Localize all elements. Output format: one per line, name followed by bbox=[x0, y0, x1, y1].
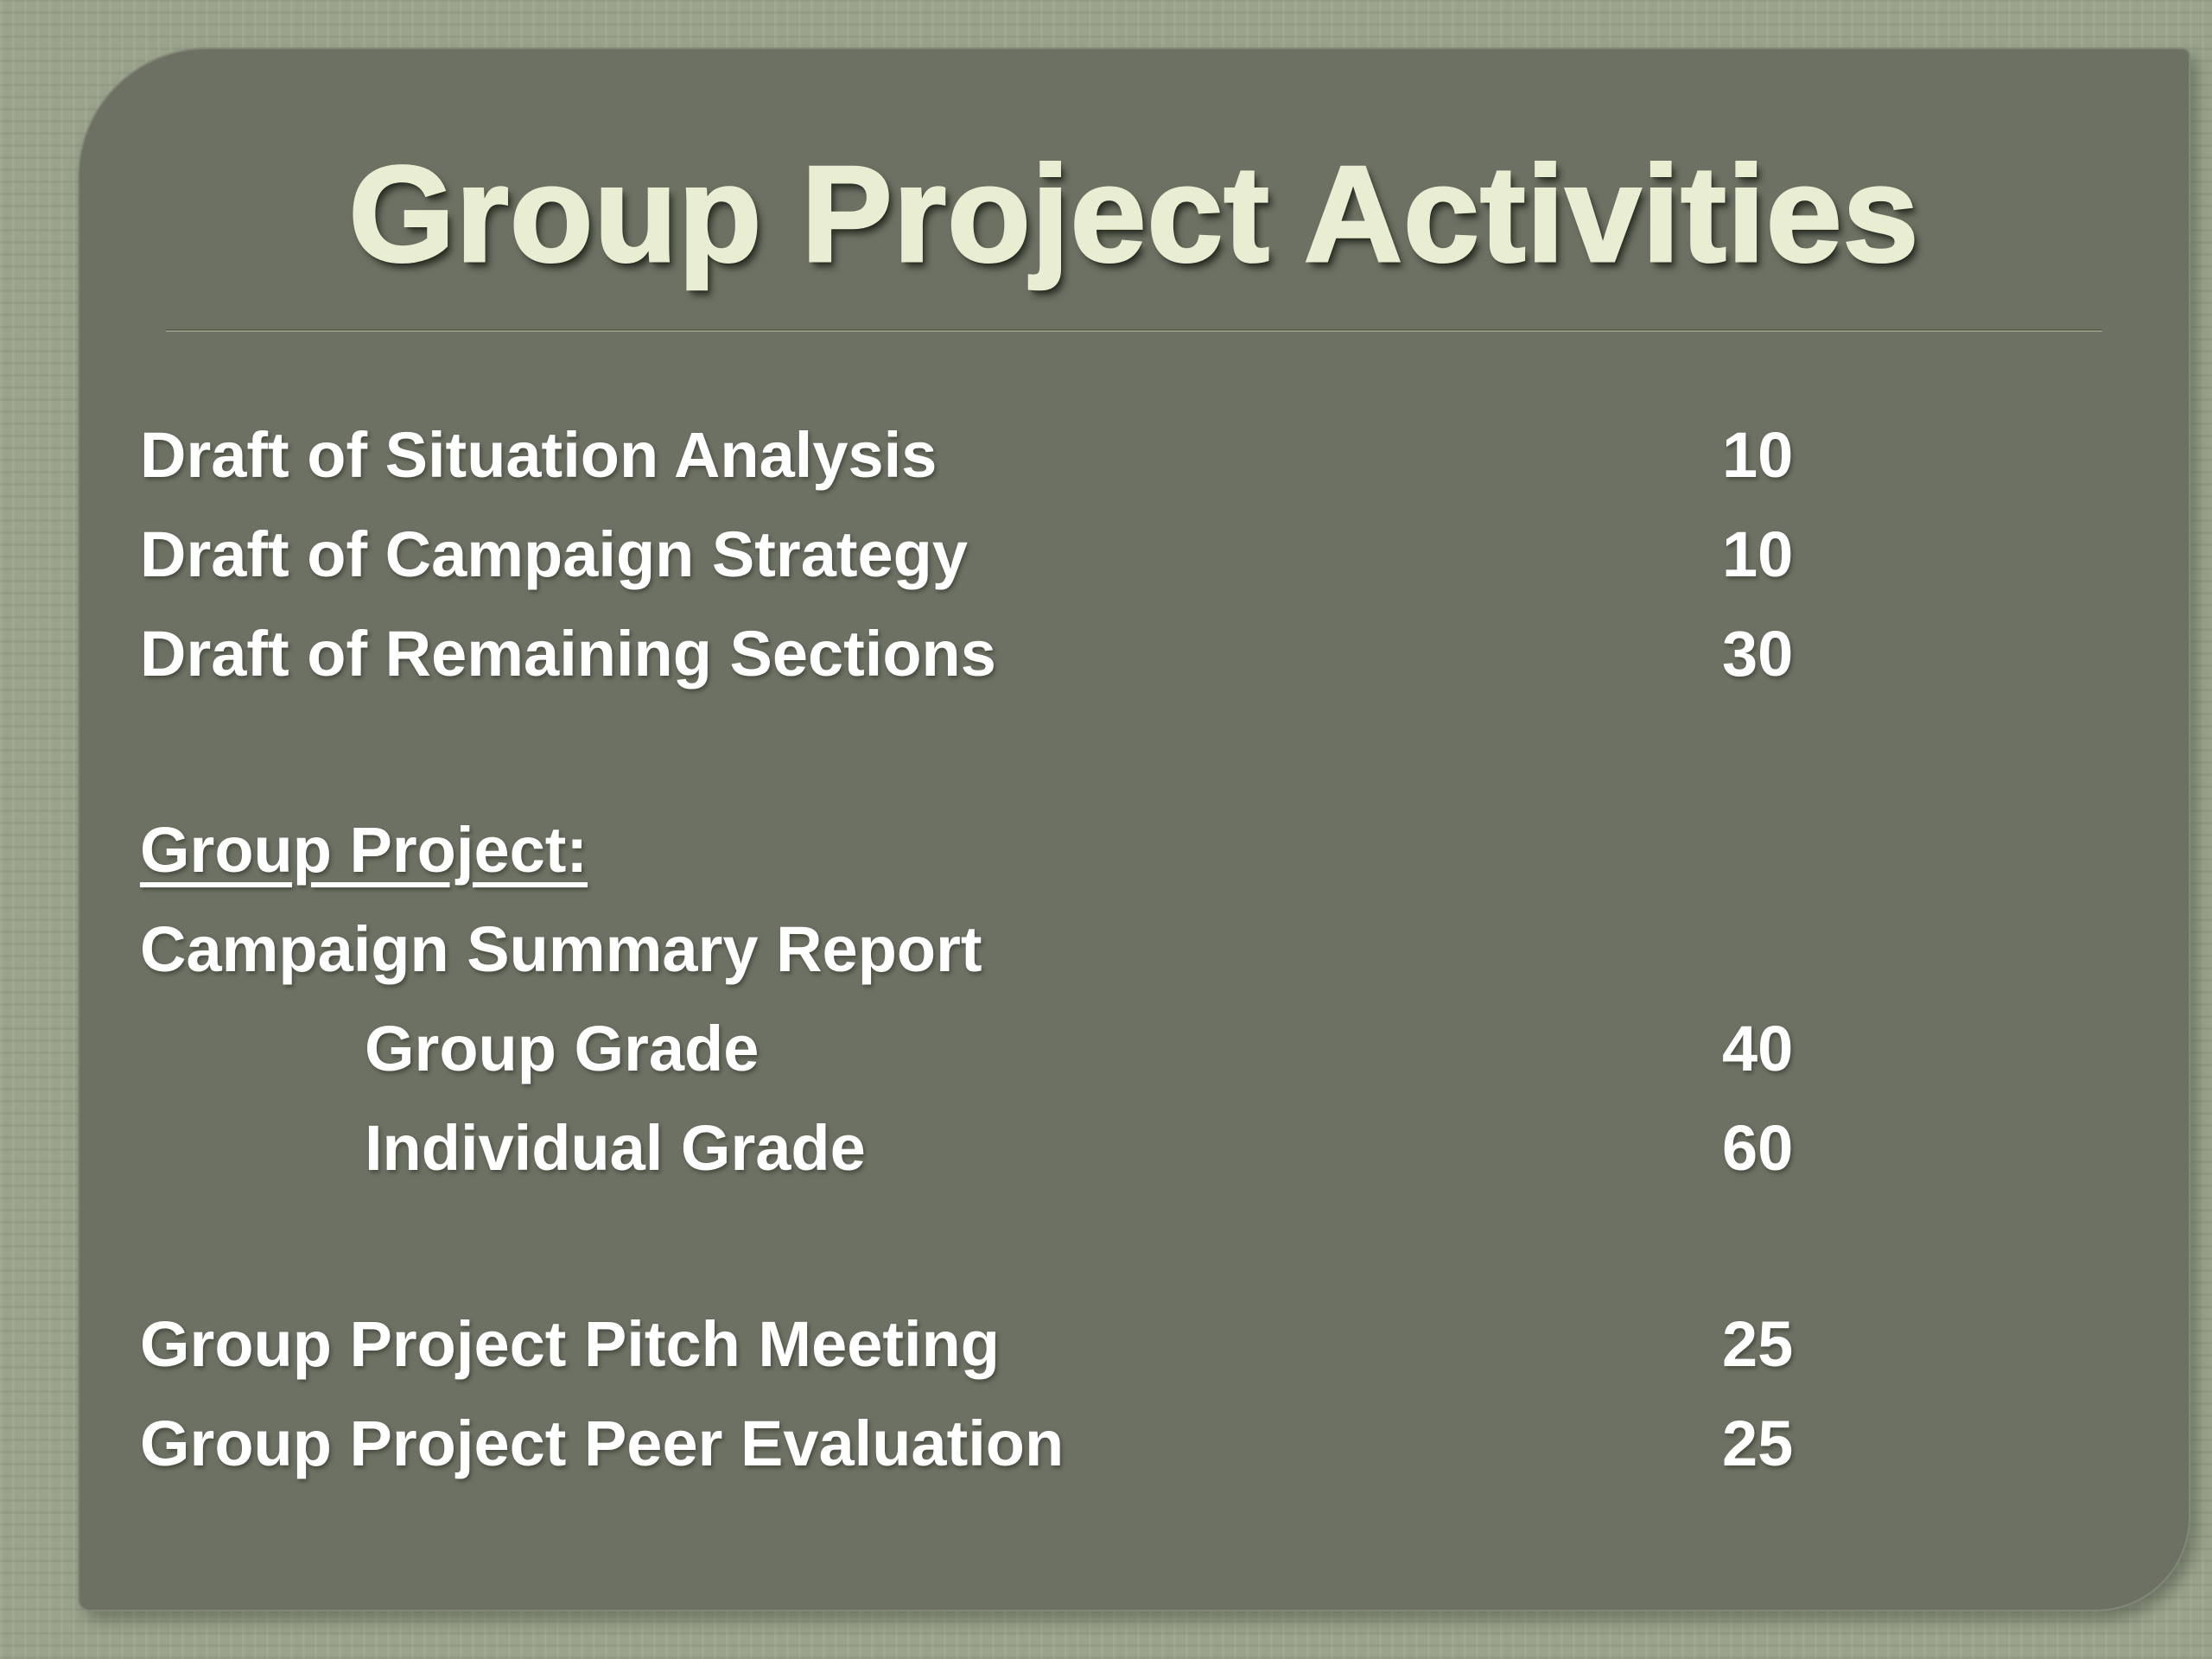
activity-label: Campaign Summary Report bbox=[140, 912, 982, 985]
activity-points: 40 bbox=[1722, 1012, 1794, 1084]
section-drafts: Draft of Situation Analysis 10 Draft of … bbox=[140, 405, 2128, 703]
activity-label: Draft of Situation Analysis bbox=[140, 418, 938, 491]
activity-row: Campaign Summary Report bbox=[140, 899, 2128, 999]
activity-row: Draft of Remaining Sections 30 bbox=[140, 604, 2128, 703]
activity-label: Group Project Pitch Meeting bbox=[140, 1307, 1000, 1380]
activity-row: Draft of Situation Analysis 10 bbox=[140, 405, 2128, 505]
activity-row: Draft of Campaign Strategy 10 bbox=[140, 505, 2128, 604]
slide-panel: Group Project Activities Draft of Situat… bbox=[78, 48, 2190, 1611]
activity-points: 25 bbox=[1722, 1307, 1794, 1380]
activity-label: Group Grade bbox=[365, 1012, 760, 1084]
activity-row: Group Project Pitch Meeting 25 bbox=[140, 1294, 2128, 1394]
activity-row: Group Grade 40 bbox=[140, 999, 2128, 1098]
activity-points: 60 bbox=[1722, 1111, 1794, 1184]
section-meetings: Group Project Pitch Meeting 25 Group Pro… bbox=[140, 1294, 2128, 1493]
activity-row: Group Project Peer Evaluation 25 bbox=[140, 1394, 2128, 1493]
activity-points: 10 bbox=[1722, 518, 1794, 590]
slide-body: Draft of Situation Analysis 10 Draft of … bbox=[140, 405, 2128, 1493]
activity-points: 10 bbox=[1722, 418, 1794, 491]
section-group-project: Group Project: Campaign Summary Report G… bbox=[140, 800, 2128, 1198]
activity-label: Draft of Remaining Sections bbox=[140, 617, 996, 690]
activity-row: Group Project: bbox=[140, 800, 2128, 899]
activity-label: Group Project Peer Evaluation bbox=[140, 1407, 1065, 1479]
group-project-heading: Group Project: bbox=[140, 813, 588, 886]
activity-points: 30 bbox=[1722, 617, 1794, 690]
slide-title: Group Project Activities bbox=[347, 138, 1920, 291]
activity-row: Individual Grade 60 bbox=[140, 1098, 2128, 1198]
activity-label: Draft of Campaign Strategy bbox=[140, 518, 969, 590]
title-divider bbox=[166, 328, 2102, 332]
activity-points: 25 bbox=[1722, 1407, 1794, 1479]
activity-label: Individual Grade bbox=[365, 1111, 866, 1184]
